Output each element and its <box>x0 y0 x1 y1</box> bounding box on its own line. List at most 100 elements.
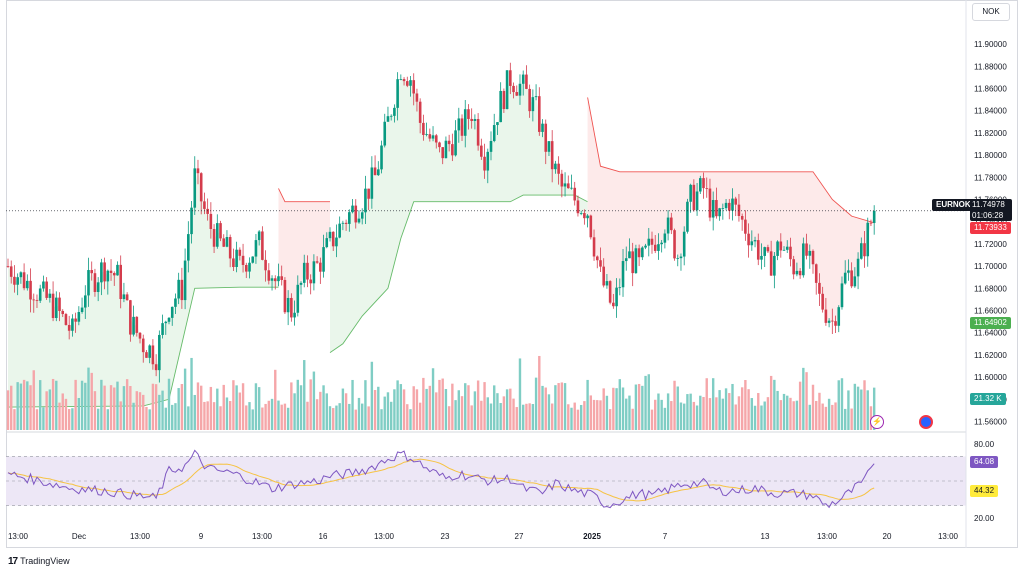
candle-body <box>637 248 641 258</box>
candle-body <box>711 200 715 218</box>
volume-bar <box>844 408 847 430</box>
candle-body <box>573 187 577 201</box>
candle-body <box>470 118 473 121</box>
time-tick-label: 2025 <box>583 532 601 541</box>
volume-bar <box>856 386 860 430</box>
candle-body <box>576 200 580 214</box>
volume-bar <box>335 405 338 430</box>
candle-body <box>106 270 110 282</box>
volume-bar <box>402 389 406 430</box>
candle-body <box>393 107 396 116</box>
volume-bar <box>132 402 135 430</box>
volume-bar <box>425 388 428 430</box>
time-tick-label: 20 <box>883 532 892 541</box>
candle-body <box>74 318 77 322</box>
volume-bar <box>119 401 122 430</box>
candle-body <box>792 259 795 275</box>
volume-bar <box>315 399 319 430</box>
volume-bar <box>106 409 110 430</box>
volume-bar <box>290 382 293 430</box>
price-tick-label: 11.90000 <box>974 40 1007 49</box>
candle-body <box>322 247 325 272</box>
candle-body <box>860 243 863 259</box>
volume-bar <box>142 394 145 430</box>
candle-body <box>451 144 454 156</box>
volume-bar <box>19 383 23 430</box>
currency-label[interactable]: NOK <box>972 3 1010 21</box>
candle-body <box>525 74 528 89</box>
candle-body <box>821 293 824 310</box>
candle-body <box>727 202 731 211</box>
volume-bar <box>158 394 161 430</box>
candle-body <box>827 320 831 323</box>
volume-bar <box>650 409 654 430</box>
candle-body <box>438 142 441 148</box>
volume-bar <box>380 409 383 430</box>
candle-body <box>158 334 161 371</box>
rsi-tick-label: 80.00 <box>974 440 995 449</box>
candle-body <box>225 237 229 247</box>
volume-bar <box>763 401 766 430</box>
volume-bar <box>695 405 699 430</box>
candle-body <box>434 135 438 143</box>
parabolic-sar-layer <box>7 78 875 408</box>
volume-bar <box>666 393 670 430</box>
volume-bar <box>32 370 35 430</box>
candle-body <box>734 198 738 205</box>
volume-bar <box>125 379 129 430</box>
volume-bar <box>277 400 280 430</box>
volume-bar <box>644 375 647 430</box>
candle-body <box>818 282 821 294</box>
volume-bar <box>441 378 444 430</box>
candle-body <box>138 332 142 339</box>
volume-bar <box>241 383 245 430</box>
candle-body <box>473 119 477 121</box>
volume-bar <box>753 405 757 430</box>
volume-bar <box>406 404 409 430</box>
economic-event-icon[interactable] <box>919 415 933 429</box>
candle-body <box>831 320 834 322</box>
candle-body <box>843 272 847 284</box>
candle-body <box>293 312 296 318</box>
candle-body <box>254 240 258 257</box>
candle-body <box>566 183 570 189</box>
candle-body <box>409 80 412 86</box>
volume-bar <box>618 379 621 430</box>
volume-bar <box>154 384 158 430</box>
volume-bar <box>811 384 815 430</box>
time-tick-label: 13:00 <box>252 532 273 541</box>
volume-bar <box>586 379 589 430</box>
volume-bar <box>747 389 750 430</box>
volume-bar <box>827 398 831 430</box>
candle-body <box>196 168 200 174</box>
candle-body <box>589 215 593 238</box>
candle-body <box>309 279 312 284</box>
volume-bar <box>309 379 312 430</box>
price-tick-label: 11.56000 <box>974 417 1007 426</box>
candle-body <box>447 140 451 145</box>
brand-footer[interactable]: 17 TradingView <box>8 554 70 568</box>
volume-bar <box>789 397 792 430</box>
candle-body <box>228 237 232 259</box>
volume-bar <box>476 380 480 430</box>
volume-bar <box>831 404 834 430</box>
candle-body <box>550 141 554 170</box>
candle-body <box>502 90 506 110</box>
candle-body <box>26 280 29 289</box>
lightning-icon[interactable]: ⚡ <box>870 415 884 429</box>
candle-body <box>264 259 267 271</box>
candle-body <box>744 219 747 234</box>
candle-body <box>357 218 361 223</box>
volume-bar <box>583 401 586 430</box>
candle-body <box>190 207 193 235</box>
volume-bar <box>96 408 100 430</box>
candle-body <box>319 262 322 272</box>
volume-bar <box>834 402 837 430</box>
volume-bar <box>657 393 660 430</box>
volume-bar <box>486 397 489 430</box>
candle-body <box>856 258 860 277</box>
candle-body <box>119 264 122 300</box>
volume-bar <box>129 386 132 430</box>
candle-body <box>480 145 483 157</box>
